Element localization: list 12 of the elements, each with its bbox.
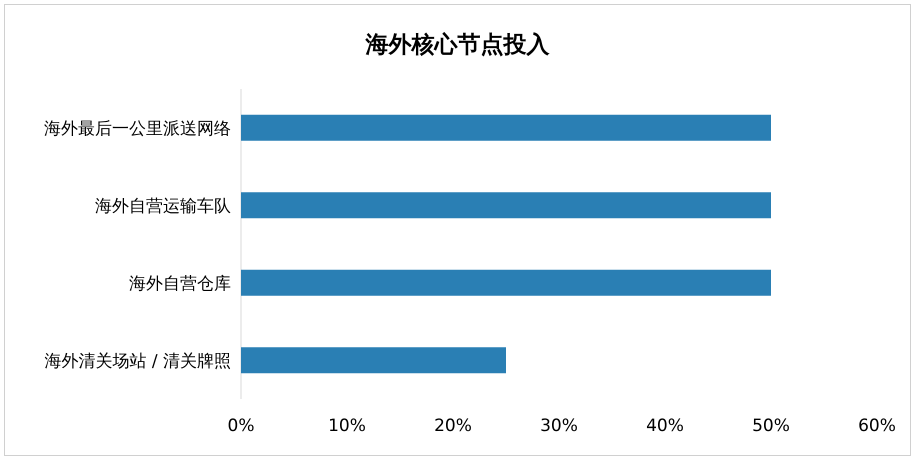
y-tick-label: 海外最后一公里派送网络	[44, 118, 231, 139]
x-tick-label: 50%	[752, 416, 790, 436]
y-tick-label: 海外清关场站 / 清关牌照	[44, 351, 231, 372]
x-tick-label: 30%	[540, 416, 578, 436]
y-tick-label: 海外自营运输车队	[95, 196, 231, 216]
x-tick-label: 20%	[434, 416, 472, 436]
chart-title: 海外核心节点投入	[364, 31, 550, 58]
x-tick-label: 40%	[646, 416, 684, 436]
x-tick-label: 10%	[328, 416, 366, 436]
y-tick-label: 海外自营仓库	[129, 274, 231, 294]
x-tick-label: 0%	[228, 416, 254, 436]
x-tick-label: 60%	[858, 416, 896, 436]
